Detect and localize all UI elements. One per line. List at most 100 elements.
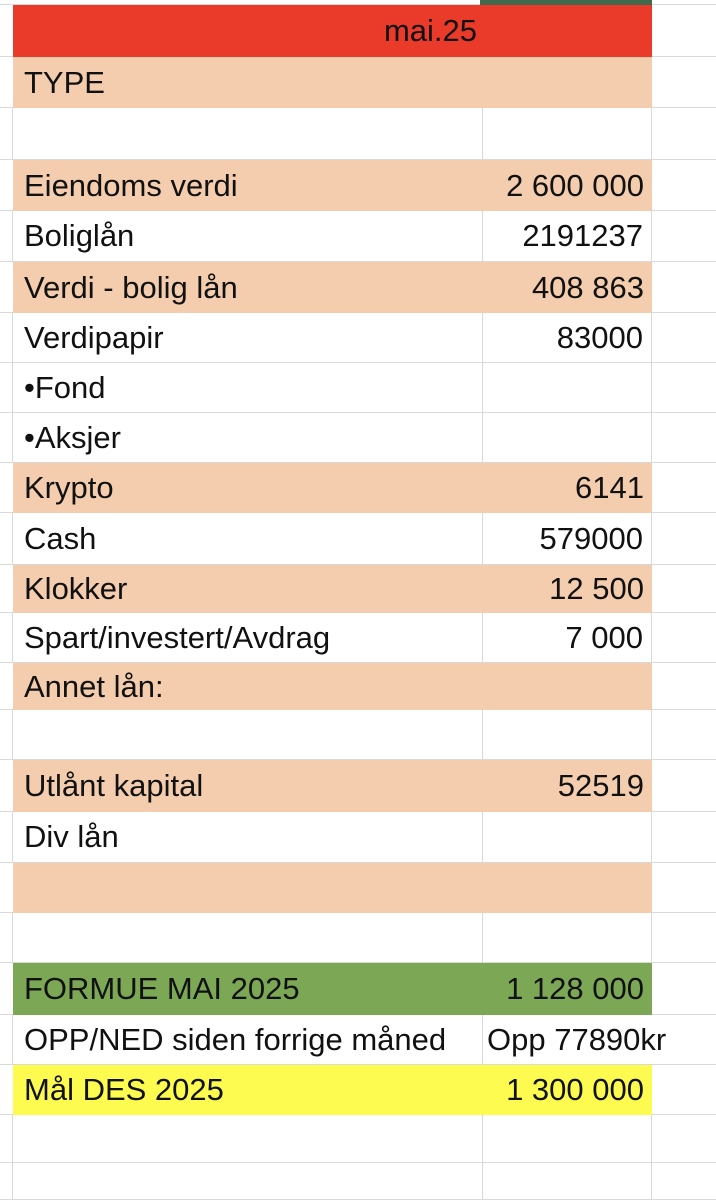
- right-gutter-cell: [652, 211, 716, 262]
- label-cell[interactable]: [13, 710, 483, 760]
- value-cell[interactable]: 6141: [483, 463, 652, 513]
- label-cell[interactable]: [13, 1115, 483, 1163]
- margin-gutter-cell: [0, 262, 13, 313]
- label-cell[interactable]: [13, 913, 483, 963]
- label-cell[interactable]: Cash: [13, 513, 483, 565]
- right-gutter-cell: [652, 57, 716, 108]
- label-cell[interactable]: Spart/investert/Avdrag: [13, 613, 483, 663]
- right-gutter-cell: [652, 1065, 716, 1115]
- label-cell[interactable]: [13, 863, 483, 913]
- margin-gutter-cell: [0, 963, 13, 1015]
- sheet-row: [0, 1163, 716, 1200]
- right-gutter-cell: [652, 812, 716, 863]
- label-cell[interactable]: Eiendoms verdi: [13, 160, 483, 211]
- right-gutter-cell: [652, 1115, 716, 1163]
- sheet-row: mai.25: [0, 5, 716, 57]
- label-cell[interactable]: Klokker: [13, 565, 483, 613]
- right-gutter-cell: [652, 663, 716, 710]
- value-cell[interactable]: [483, 57, 652, 108]
- margin-gutter-cell: [0, 108, 13, 160]
- label-cell[interactable]: FORMUE MAI 2025: [13, 963, 483, 1015]
- sheet-row: FORMUE MAI 2025 1 128 000: [0, 963, 716, 1015]
- value-cell[interactable]: 83000: [483, 313, 652, 363]
- label-cell[interactable]: Boliglån: [13, 211, 483, 262]
- value-cell[interactable]: 2 600 000: [483, 160, 652, 211]
- margin-gutter-cell: [0, 413, 13, 463]
- label-cell[interactable]: Verdi - bolig lån: [13, 262, 483, 313]
- value-cell[interactable]: 1 128 000: [483, 963, 652, 1015]
- sheet-row: Div lån: [0, 812, 716, 863]
- sheet-row: Verdi - bolig lån 408 863: [0, 262, 716, 313]
- label-cell[interactable]: Mål DES 2025: [13, 1065, 483, 1115]
- right-gutter-cell: [652, 463, 716, 513]
- sheet-row: Cash 579000: [0, 513, 716, 565]
- right-gutter-cell: [652, 760, 716, 812]
- value-cell[interactable]: [483, 663, 652, 710]
- top-partial-row: [0, 0, 716, 5]
- right-gutter-cell: [652, 963, 716, 1015]
- value-cell[interactable]: 1 300 000: [483, 1065, 652, 1115]
- top-green-cell-edge: [480, 0, 652, 5]
- value-cell[interactable]: [483, 913, 652, 963]
- value-cell[interactable]: [483, 1163, 652, 1200]
- value-cell[interactable]: 2191237: [483, 211, 652, 262]
- margin-gutter-cell: [0, 5, 13, 57]
- right-gutter-cell: [652, 513, 716, 565]
- margin-gutter-cell: [0, 363, 13, 413]
- margin-gutter-cell: [0, 1163, 13, 1200]
- label-cell[interactable]: •Fond: [13, 363, 483, 413]
- right-gutter-cell: [652, 108, 716, 160]
- value-cell[interactable]: 7 000: [483, 613, 652, 663]
- sheet-row: Eiendoms verdi 2 600 000: [0, 160, 716, 211]
- label-cell[interactable]: [13, 1163, 483, 1200]
- sheet-row: [0, 710, 716, 760]
- sheet-row: Spart/investert/Avdrag 7 000: [0, 613, 716, 663]
- value-cell[interactable]: Opp 77890kr: [483, 1015, 666, 1065]
- value-cell[interactable]: [483, 710, 652, 760]
- sheet-row: [0, 863, 716, 913]
- margin-gutter-cell: [0, 1015, 13, 1065]
- label-cell[interactable]: mai.25: [13, 5, 483, 57]
- right-gutter-cell: [652, 913, 716, 963]
- sheet-row: Krypto 6141: [0, 463, 716, 513]
- value-cell[interactable]: 12 500: [483, 565, 652, 613]
- value-cell[interactable]: [483, 1115, 652, 1163]
- top-left-segment: [13, 0, 480, 5]
- sheet-row: Mål DES 2025 1 300 000: [0, 1065, 716, 1115]
- right-gutter-cell: [652, 565, 716, 613]
- value-cell[interactable]: [483, 5, 652, 57]
- value-cell[interactable]: [483, 812, 652, 863]
- top-right-segment: [652, 0, 716, 5]
- right-gutter-cell: [652, 313, 716, 363]
- margin-gutter-cell: [0, 160, 13, 211]
- sheet-row: Verdipapir 83000: [0, 313, 716, 363]
- right-gutter-cell: [652, 262, 716, 313]
- label-cell[interactable]: TYPE: [13, 57, 483, 108]
- margin-gutter-cell: [0, 913, 13, 963]
- value-cell[interactable]: 52519: [483, 760, 652, 812]
- label-cell[interactable]: Annet lån:: [13, 663, 483, 710]
- value-cell[interactable]: [483, 863, 652, 913]
- sheet-row: TYPE: [0, 57, 716, 108]
- label-cell[interactable]: [13, 108, 483, 160]
- sheet-row: [0, 913, 716, 963]
- label-cell[interactable]: Verdipapir: [13, 313, 483, 363]
- sheet-row: Boliglån 2191237: [0, 211, 716, 262]
- label-cell[interactable]: Utlånt kapital: [13, 760, 483, 812]
- label-cell[interactable]: •Aksjer: [13, 413, 483, 463]
- label-cell[interactable]: Krypto: [13, 463, 483, 513]
- margin-gutter-cell: [0, 710, 13, 760]
- label-cell[interactable]: Div lån: [13, 812, 483, 863]
- value-cell[interactable]: [483, 413, 652, 463]
- value-cell[interactable]: [483, 363, 652, 413]
- margin-gutter-cell: [0, 812, 13, 863]
- value-cell[interactable]: 579000: [483, 513, 652, 565]
- sheet-row: [0, 1115, 716, 1163]
- margin-gutter-cell: [0, 463, 13, 513]
- value-cell[interactable]: [483, 108, 652, 160]
- right-gutter-cell: [652, 863, 716, 913]
- value-cell[interactable]: 408 863: [483, 262, 652, 313]
- label-cell[interactable]: OPP/NED siden forrige måned: [13, 1015, 483, 1065]
- right-gutter-cell: [652, 5, 716, 57]
- sheet-row: •Aksjer: [0, 413, 716, 463]
